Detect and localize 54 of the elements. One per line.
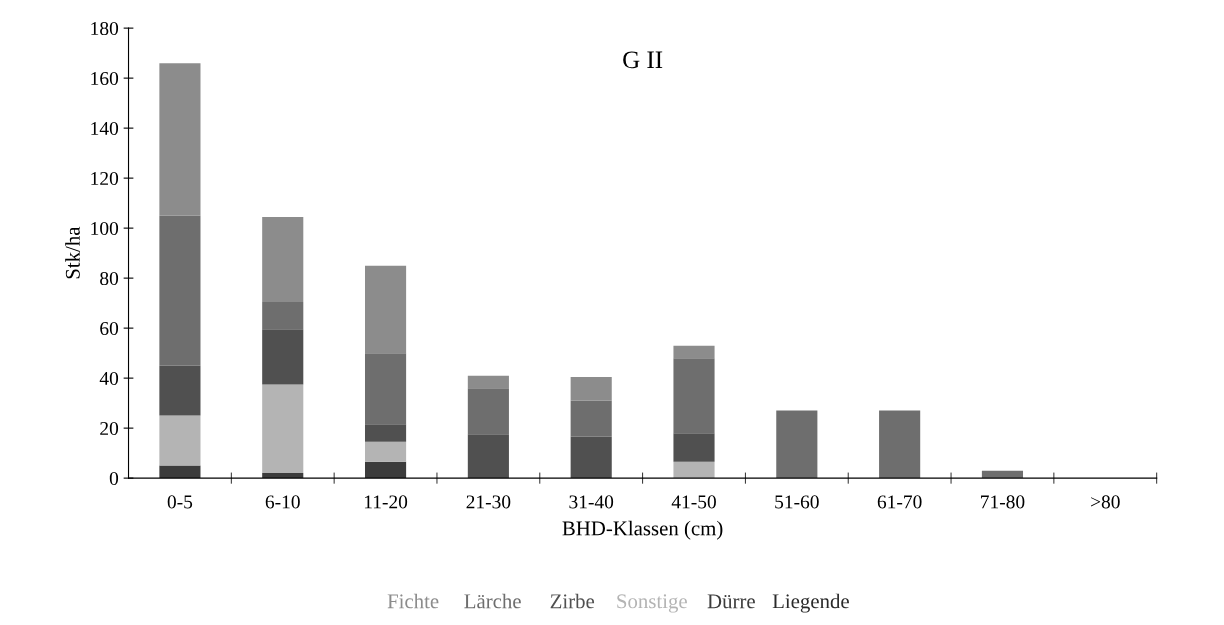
bar bbox=[570, 400, 612, 437]
text: Zirbe bbox=[550, 593, 595, 609]
x-tick-label: 71-80 bbox=[981, 495, 1025, 509]
x-tick-label: 31-40 bbox=[569, 495, 614, 509]
bar bbox=[159, 215, 201, 366]
y-tick-label: 0 bbox=[109, 471, 119, 486]
bar bbox=[262, 384, 304, 474]
bar bbox=[776, 410, 818, 479]
text: Lärche bbox=[464, 593, 521, 609]
y-tick-label: 60 bbox=[100, 321, 119, 336]
x-tick-label: 6-10 bbox=[265, 495, 300, 509]
y-tick-label: 180 bbox=[91, 21, 119, 36]
bar bbox=[570, 376, 612, 401]
x-tick-label: 61-70 bbox=[877, 495, 922, 509]
x-axis-title: BHD-Klassen (cm) bbox=[562, 520, 723, 540]
y-tick-label: 120 bbox=[91, 171, 119, 186]
x-tick-label: 41-50 bbox=[671, 495, 716, 509]
bar bbox=[673, 358, 715, 434]
bar bbox=[365, 424, 407, 442]
bar bbox=[673, 345, 715, 359]
y-axis-title: Stk/ha bbox=[65, 226, 80, 279]
x-tick-label: >80 bbox=[1091, 495, 1120, 509]
legend-label: Liegende bbox=[772, 593, 849, 613]
y-tick-label: 80 bbox=[100, 271, 119, 286]
x-tick-label: 11-20 bbox=[364, 495, 408, 509]
x-tick-label: 21-30 bbox=[466, 495, 511, 509]
text: G II bbox=[623, 51, 663, 69]
bar bbox=[673, 461, 715, 479]
bar bbox=[159, 415, 201, 466]
bar bbox=[879, 410, 921, 479]
bar bbox=[365, 441, 407, 462]
bar bbox=[467, 434, 509, 479]
bar bbox=[262, 216, 304, 302]
bar bbox=[365, 265, 407, 354]
y-tick-label: 140 bbox=[91, 121, 119, 136]
y-tick-label: 100 bbox=[91, 221, 119, 236]
bar bbox=[570, 436, 612, 479]
y-tick-label: 160 bbox=[91, 71, 119, 86]
bar bbox=[262, 301, 304, 330]
y-tick-label: 40 bbox=[99, 371, 119, 386]
x-tick-label: 0-5 bbox=[167, 495, 193, 509]
text: Dürre bbox=[707, 594, 755, 609]
bar bbox=[467, 375, 509, 389]
text: Sonstige bbox=[617, 594, 687, 613]
bar bbox=[365, 353, 407, 425]
bar bbox=[262, 329, 304, 385]
bar bbox=[365, 461, 407, 479]
bar bbox=[467, 388, 509, 435]
x-tick-label: 51-60 bbox=[775, 495, 819, 509]
text: Fichte bbox=[387, 593, 439, 609]
bar bbox=[159, 63, 201, 216]
bar bbox=[673, 433, 715, 462]
bar bbox=[159, 365, 201, 416]
y-tick-label: 20 bbox=[100, 421, 119, 436]
